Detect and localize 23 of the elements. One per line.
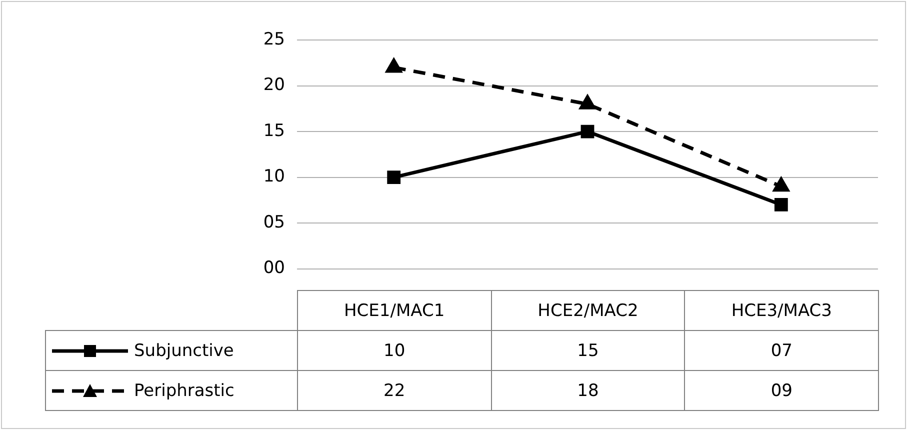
data-label: 22 xyxy=(297,370,492,411)
point xyxy=(774,198,788,212)
data-label: 18 xyxy=(490,370,686,411)
y-tick-label: 10 xyxy=(263,166,285,187)
x-tick-label: HCE3/MAC3 xyxy=(684,290,879,331)
point xyxy=(387,170,401,184)
data-label: 15 xyxy=(490,330,686,371)
y-tick-label: 00 xyxy=(263,258,285,278)
legend-label: Subjunctive xyxy=(134,340,234,360)
legend-label: Periphrastic xyxy=(134,380,234,400)
point xyxy=(580,95,596,110)
data-label: 09 xyxy=(684,370,879,411)
y-tick-label: 20 xyxy=(263,75,285,96)
data-label: 10 xyxy=(297,330,492,371)
y-tick-label: 05 xyxy=(263,212,285,232)
y-tick-label: 25 xyxy=(263,29,285,50)
x-tick-label: HCE1/MAC1 xyxy=(297,290,492,331)
data-label: 07 xyxy=(684,330,879,371)
point xyxy=(773,178,789,192)
point xyxy=(580,124,594,138)
y-tick-label: 15 xyxy=(263,120,285,141)
point xyxy=(386,58,402,73)
x-tick-label: HCE2/MAC2 xyxy=(490,290,686,331)
